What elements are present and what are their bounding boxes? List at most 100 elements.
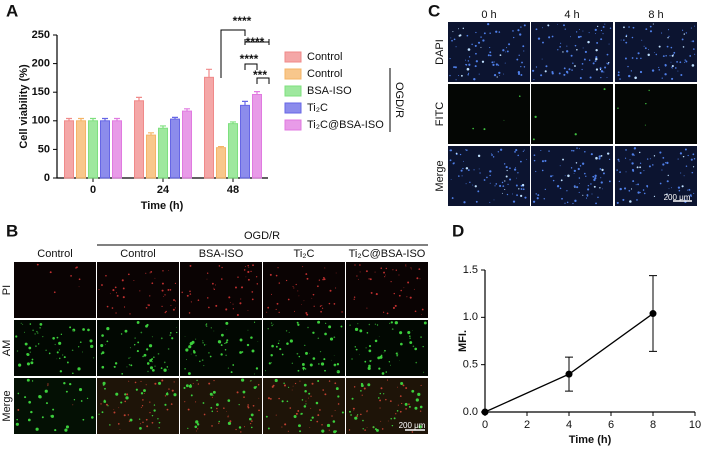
micrograph <box>615 22 697 82</box>
cell-dot <box>516 177 517 179</box>
row-label: FITC <box>434 102 446 126</box>
cell-dot <box>417 392 421 397</box>
cell-dot <box>39 327 41 329</box>
cell-dot <box>272 384 275 387</box>
cell-dot <box>564 175 566 177</box>
cell-dot <box>164 294 166 296</box>
cell-dot <box>693 192 695 194</box>
cell-dot <box>421 308 424 311</box>
cell-dot <box>465 59 467 61</box>
cell-dot <box>489 47 491 49</box>
cell-dot <box>122 287 125 290</box>
cell-dot <box>504 62 506 64</box>
cell-dot <box>117 423 120 425</box>
cell-dot <box>311 416 314 419</box>
cell-dot <box>606 77 608 78</box>
cell-dot <box>123 306 126 308</box>
cell-dot <box>28 346 32 350</box>
cell-dot <box>406 296 408 298</box>
cell-dot <box>534 115 537 119</box>
cell-dot <box>102 383 105 386</box>
cell-dot <box>229 302 231 304</box>
cell-dot <box>471 43 473 46</box>
cell-dot <box>492 156 495 158</box>
cell-dot <box>218 420 220 423</box>
cell-dot <box>173 299 175 302</box>
cell-dot <box>520 26 522 28</box>
significance-label: **** <box>233 14 252 28</box>
cell-dot <box>474 185 477 188</box>
cell-dot <box>91 345 93 347</box>
cell-dot <box>105 403 108 406</box>
cell-dot <box>681 185 684 188</box>
cell-dot <box>631 162 634 165</box>
cell-dot <box>607 62 610 64</box>
cell-dot <box>671 187 673 189</box>
cell-dot <box>477 41 481 44</box>
cell-dot <box>171 389 174 392</box>
cell-dot <box>135 388 138 391</box>
cell-dot <box>411 330 413 331</box>
cell-dot <box>302 369 305 371</box>
cell-dot <box>541 58 543 60</box>
cell-dot <box>639 166 642 169</box>
cell-dot <box>247 270 250 273</box>
cell-dot <box>224 342 226 345</box>
cell-dot <box>329 290 331 292</box>
micrograph <box>448 22 530 82</box>
cell-dot <box>66 361 69 364</box>
cell-dot <box>236 391 239 394</box>
cell-dot <box>161 282 164 285</box>
cell-dot <box>367 366 371 371</box>
cell-dot <box>354 264 356 266</box>
cell-dot <box>328 325 332 329</box>
cell-dot <box>35 427 39 431</box>
cell-dot <box>690 158 693 161</box>
cell-dot <box>689 194 692 197</box>
cell-dot <box>568 68 571 71</box>
cell-dot <box>362 419 364 422</box>
cell-dot <box>401 402 403 405</box>
cell-dot <box>501 192 503 194</box>
cell-dot <box>296 321 299 324</box>
cell-dot <box>312 357 316 360</box>
cell-dot <box>292 286 294 288</box>
y-tick-label: 1.5 <box>463 264 478 276</box>
cell-dot <box>323 278 326 281</box>
cell-dot <box>320 362 325 366</box>
cell-dot <box>586 194 589 197</box>
cell-dot <box>396 410 399 412</box>
cell-dot <box>420 336 422 338</box>
cell-dot <box>585 175 587 177</box>
cell-dot <box>542 41 544 44</box>
bar <box>112 120 122 179</box>
cell-dot <box>212 394 214 396</box>
cell-dot <box>185 348 189 352</box>
cell-dot <box>323 358 326 361</box>
cell-dot <box>337 395 340 398</box>
cell-dot <box>602 33 604 35</box>
cell-dot <box>505 165 508 169</box>
cell-dot <box>512 30 514 32</box>
cell-dot <box>297 369 300 372</box>
micrograph <box>180 320 262 376</box>
cell-dot <box>169 332 172 334</box>
cell-dot <box>623 39 625 41</box>
cell-dot <box>283 384 286 387</box>
error-bar <box>136 96 142 101</box>
cell-dot <box>600 29 603 32</box>
cell-dot <box>576 48 578 51</box>
column-label: 8 h <box>648 9 663 21</box>
cell-dot <box>252 404 255 407</box>
micrograph <box>531 146 613 206</box>
cell-dot <box>41 416 44 419</box>
bar <box>134 100 144 179</box>
cell-dot <box>215 403 219 407</box>
cell-dot <box>120 333 123 335</box>
cell-dot <box>506 169 508 172</box>
cell-dot <box>100 343 104 348</box>
cell-dot <box>352 407 355 410</box>
cell-dot <box>567 174 570 178</box>
cell-dot <box>292 385 294 387</box>
cell-dot <box>278 340 280 342</box>
